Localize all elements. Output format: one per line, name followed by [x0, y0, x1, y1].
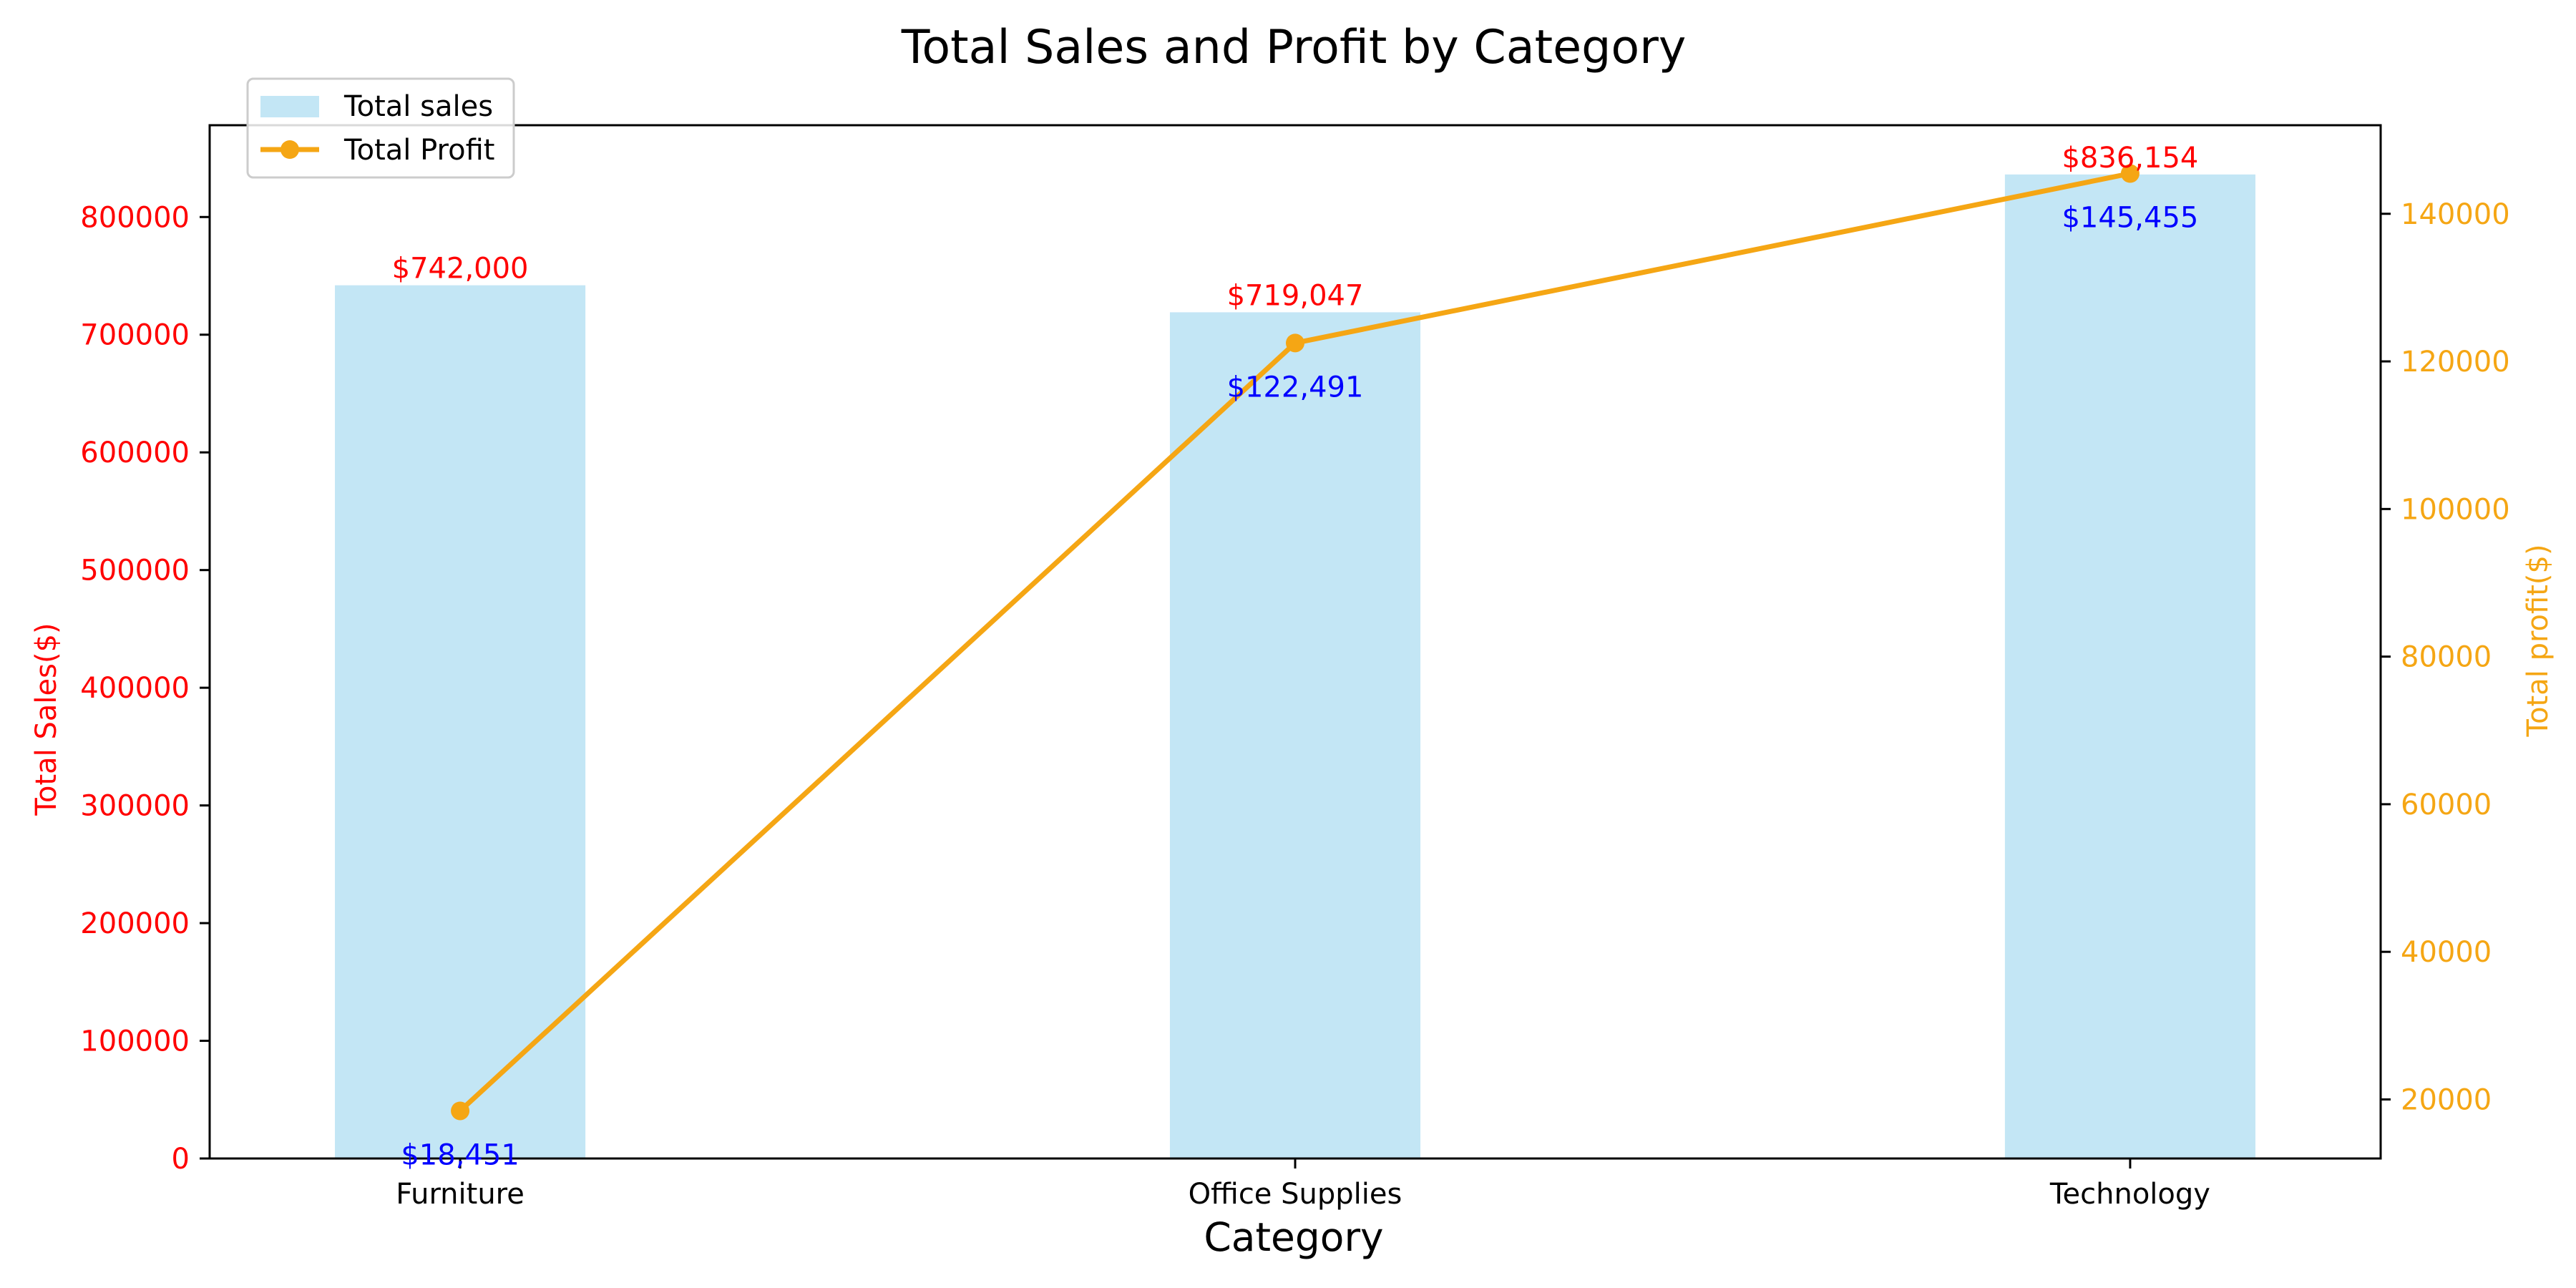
legend-swatch-total-sales: [260, 96, 319, 117]
legend-label-total-profit: Total Profit: [343, 134, 494, 167]
y-tick-label: 200000: [80, 907, 190, 940]
bar-furniture: [335, 285, 586, 1158]
y-tick-label: 500000: [80, 555, 190, 587]
chart-title: Total Sales and Profit by Category: [901, 21, 1687, 74]
y-tick-label: 700000: [80, 319, 190, 352]
y-tick-label: 600000: [80, 436, 190, 469]
legend-marker-total-profit: [280, 140, 299, 159]
y-tick-label: 300000: [80, 790, 190, 823]
y-axis-label: Total Sales($): [30, 623, 63, 816]
profit-point-1: [451, 1101, 470, 1121]
sales-data-label: $719,047: [1227, 279, 1364, 312]
y2-tick-label: 100000: [2401, 493, 2510, 526]
y2-tick-label: 80000: [2401, 641, 2492, 674]
sales-data-label: $742,000: [392, 253, 529, 286]
y-tick-label: 100000: [80, 1025, 190, 1058]
y2-tick-label: 140000: [2401, 198, 2510, 231]
y-tick-label: 800000: [80, 201, 190, 234]
x-tick-label: Office Supplies: [1189, 1178, 1402, 1211]
profit-point-3: [2120, 164, 2140, 183]
y-tick-label: 400000: [80, 672, 190, 705]
profit-data-label: $122,491: [1227, 371, 1364, 404]
y2-tick-label: 120000: [2401, 346, 2510, 379]
x-tick-label: Furniture: [396, 1178, 525, 1211]
sales-data-label: $836,154: [2062, 142, 2198, 175]
profit-data-label: $18,451: [401, 1138, 519, 1171]
bar-office-supplies: [1169, 312, 1421, 1158]
bar-technology: [2004, 174, 2255, 1158]
y2-axis-label: Total profit($): [2522, 544, 2555, 737]
y-tick-label: 0: [172, 1143, 190, 1176]
y2-tick-label: 60000: [2401, 789, 2492, 821]
legend-label-total-sales: Total sales: [343, 90, 493, 123]
y2-tick-label: 20000: [2401, 1083, 2492, 1116]
x-tick-label: Technology: [2049, 1178, 2210, 1211]
x-axis-label: Category: [1204, 1214, 1383, 1260]
y2-tick-label: 40000: [2401, 936, 2492, 969]
profit-point-2: [1286, 333, 1304, 353]
profit-data-label: $145,455: [2062, 202, 2198, 235]
